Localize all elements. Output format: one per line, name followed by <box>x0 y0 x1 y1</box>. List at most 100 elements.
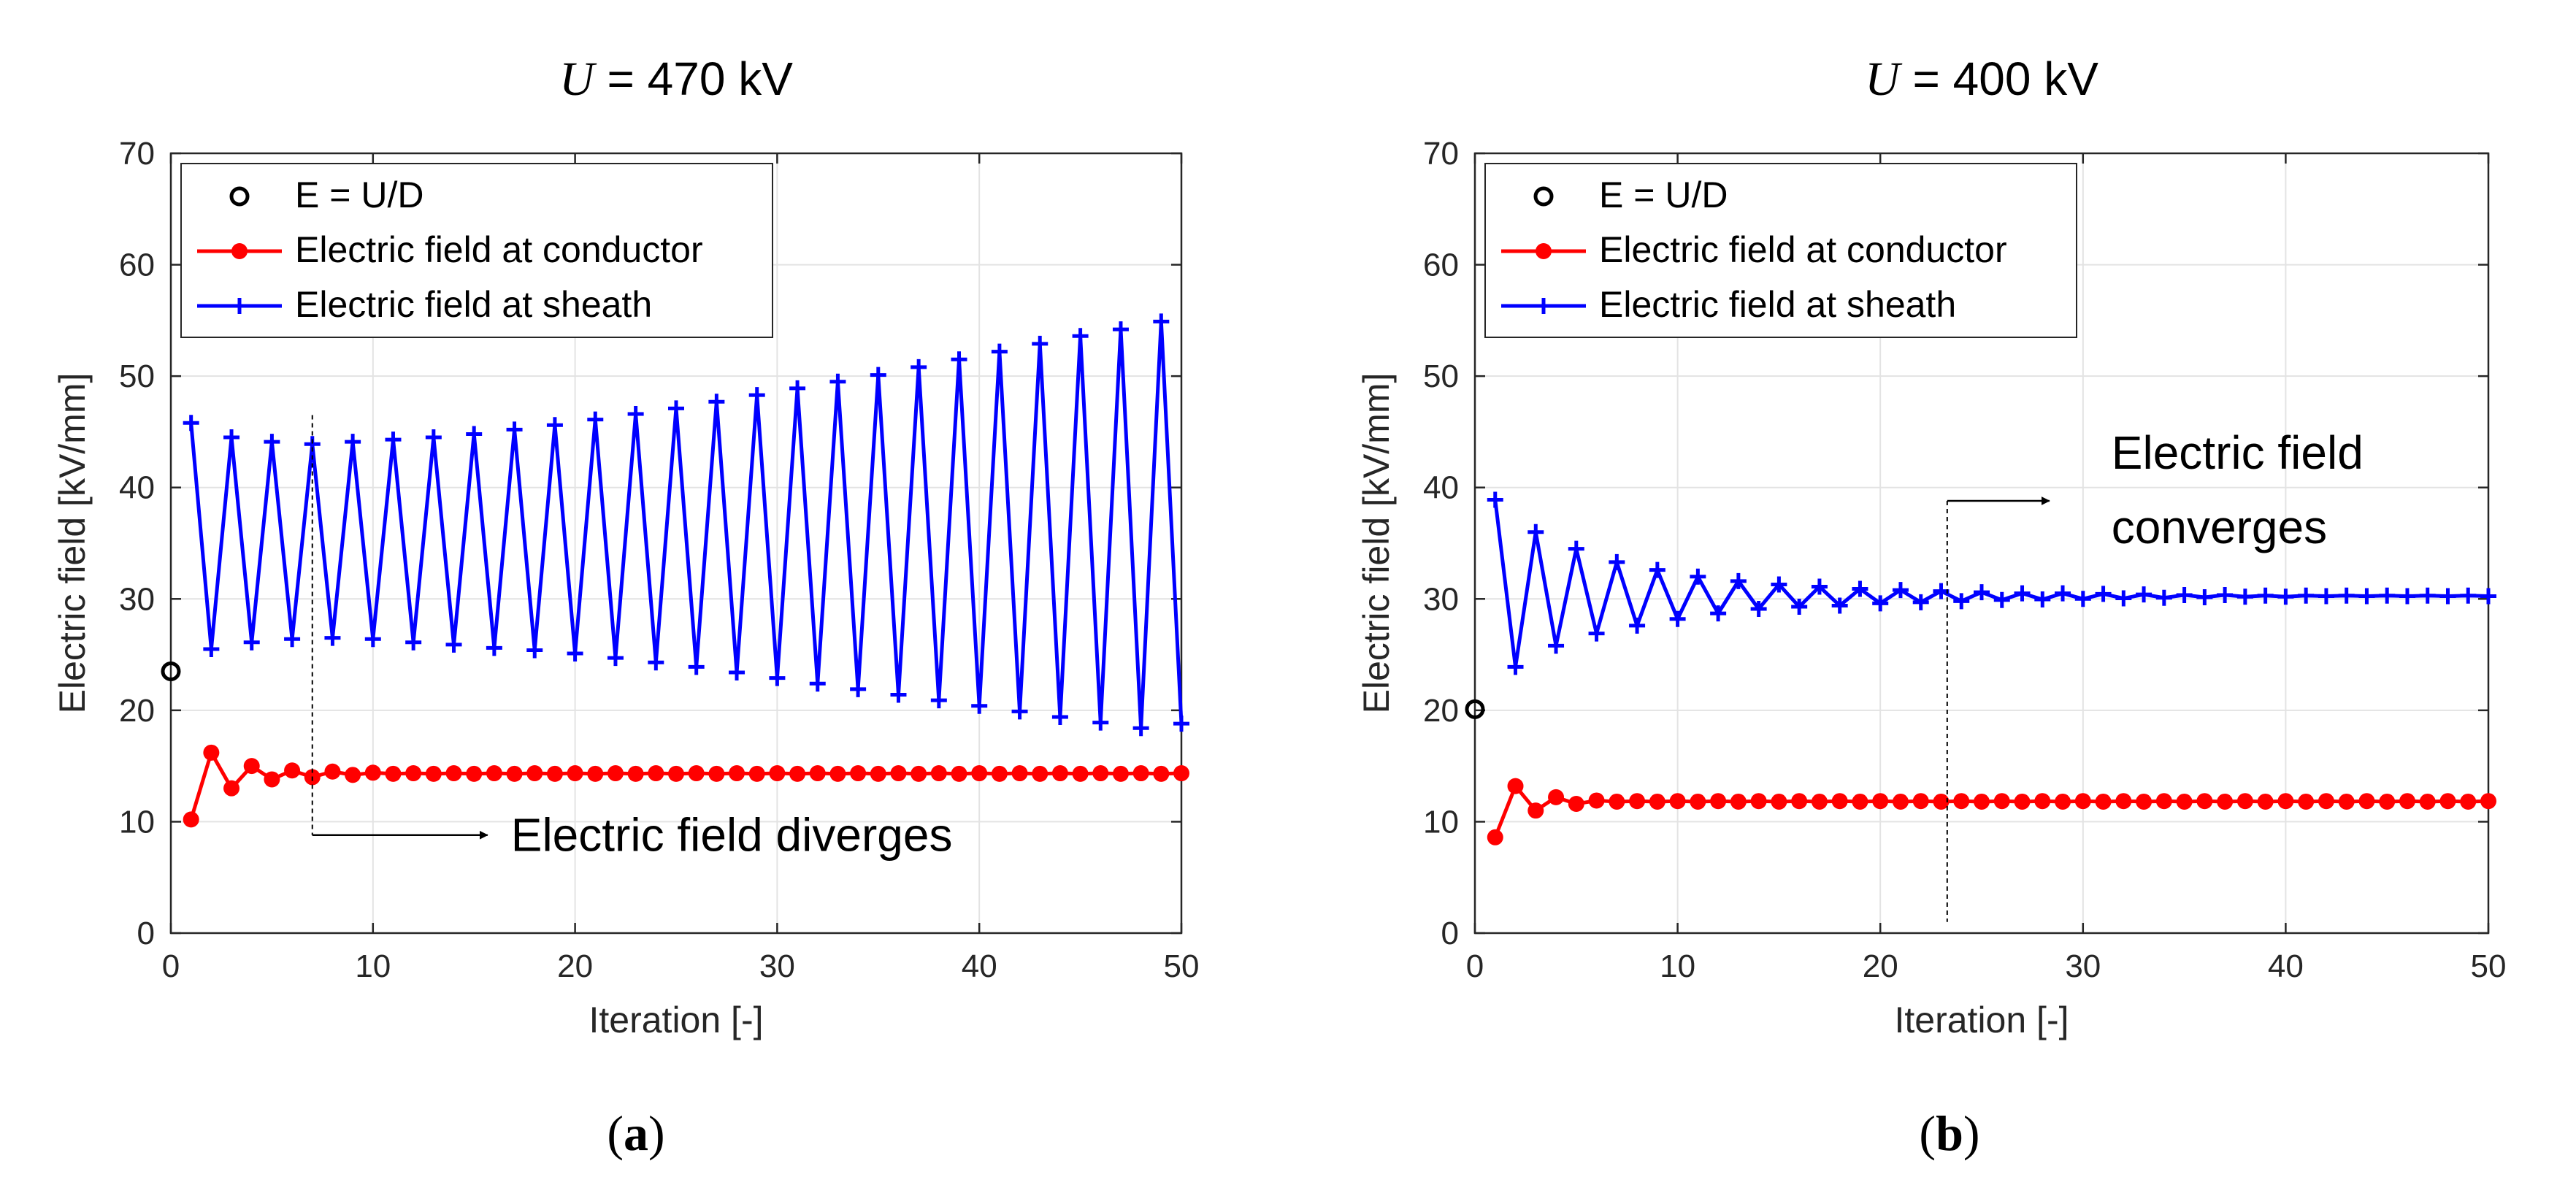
legend-entry: E = U/D <box>295 175 423 215</box>
conductor-point <box>1588 792 1605 809</box>
sheath-point <box>1993 591 2010 608</box>
sheath-point <box>930 692 947 709</box>
legend-entry: Electric field at sheath <box>1599 284 1956 325</box>
sheath-point <box>708 394 725 410</box>
sheath-point <box>911 358 927 375</box>
title-text: = 470 kV <box>594 53 794 105</box>
sheath-point <box>526 642 543 659</box>
sheath-point <box>1690 568 1706 585</box>
sheath-point <box>587 411 604 428</box>
y-tick-label: 10 <box>119 804 155 840</box>
sheath-point <box>223 429 240 446</box>
sheath-point <box>1132 720 1149 737</box>
sheath-point <box>627 406 644 423</box>
legend-entry: Electric field at sheath <box>295 284 652 325</box>
sheath-point <box>405 634 422 651</box>
x-tick-label: 10 <box>355 948 391 984</box>
sheath-point <box>1527 524 1544 540</box>
axes-box <box>1473 152 2490 935</box>
sheath-point <box>1750 601 1767 618</box>
conductor-point <box>971 765 988 782</box>
sheath-point <box>829 373 846 390</box>
conductor-point <box>2236 793 2253 810</box>
x-tick-label: 20 <box>557 948 593 984</box>
conductor-point <box>385 765 402 782</box>
sheath-point <box>2379 587 2396 604</box>
sheath-point <box>445 636 462 653</box>
annotation-text-line2: converges <box>2112 501 2327 553</box>
conductor-point <box>223 780 240 797</box>
title-variable: U <box>559 53 597 106</box>
conductor-point <box>445 765 462 782</box>
conductor-point <box>1629 793 1646 810</box>
sheath-point <box>2196 588 2213 605</box>
conductor-point <box>1912 793 1929 810</box>
conductor-point <box>2419 793 2436 810</box>
sheath-point <box>466 426 483 442</box>
conductor-point <box>1548 789 1565 805</box>
conductor-point <box>2136 793 2153 810</box>
sheath-point <box>1507 659 1524 675</box>
conductor-point <box>2460 793 2477 810</box>
conductor-point <box>1132 765 1149 782</box>
conductor-point <box>506 765 523 782</box>
conductor-point <box>1507 778 1524 794</box>
sheath-point <box>971 697 988 714</box>
conductor-point <box>708 765 725 782</box>
conductor-point <box>264 771 280 788</box>
sheath-point <box>748 387 765 404</box>
axes-box <box>169 152 1183 935</box>
y-tick-label: 20 <box>1423 693 1459 729</box>
conductor-point <box>1568 796 1584 813</box>
x-tick-label: 10 <box>1660 948 1695 984</box>
conductor-point <box>243 758 260 775</box>
x-tick-label: 0 <box>162 948 180 984</box>
sheath-point <box>567 645 583 662</box>
conductor-point <box>1173 765 1189 782</box>
conductor-point <box>1831 793 1848 810</box>
x-tick-label: 0 <box>1466 948 1484 984</box>
conductor-point <box>345 767 361 783</box>
conductor-point <box>829 765 846 782</box>
legend: E = U/D Electric field at conductor Electr… <box>1484 163 2077 338</box>
sheath-point <box>1629 617 1646 634</box>
sheath-series-line <box>189 319 1184 730</box>
panel-caption: (a) <box>607 1105 664 1161</box>
conductor-point <box>809 765 826 782</box>
sheath-point <box>951 351 967 368</box>
conductor-point <box>1872 793 1889 810</box>
sheath-point <box>1112 321 1129 338</box>
y-tick-label: 70 <box>1423 136 1459 172</box>
sheath-point <box>769 670 786 686</box>
sheath-point <box>890 686 907 703</box>
sheath-point <box>2480 588 2496 605</box>
sheath-point <box>2358 588 2375 605</box>
conductor-point <box>1487 829 1503 845</box>
conductor-point <box>203 744 220 761</box>
y-tick-label: 10 <box>1423 804 1459 840</box>
conductor-point <box>991 765 1008 782</box>
conductor-point <box>1112 765 1129 782</box>
conductor-point <box>2095 793 2112 810</box>
conductor-point <box>890 765 907 782</box>
sheath-point <box>1953 593 1970 610</box>
conductor-point <box>1933 793 1950 810</box>
conductor-point <box>324 763 341 780</box>
conductor-point <box>688 765 705 782</box>
y-tick-label: 60 <box>119 248 155 283</box>
y-tick-label: 60 <box>1423 248 1459 283</box>
sheath-point <box>2277 588 2294 605</box>
conductor-point <box>911 765 927 782</box>
y-tick-label: 50 <box>119 358 155 394</box>
panel-caption-label: a <box>624 1105 648 1161</box>
conductor-point <box>567 765 583 782</box>
conductor-point <box>2277 793 2294 810</box>
sheath-point <box>2338 587 2355 604</box>
conductor-point <box>2115 793 2132 810</box>
sheath-point <box>2074 591 2091 607</box>
sheath-point <box>789 380 806 396</box>
sheath-point <box>1487 491 1503 508</box>
legend-entry: E = U/D <box>1599 175 1728 215</box>
sheath-point <box>1051 709 1068 726</box>
